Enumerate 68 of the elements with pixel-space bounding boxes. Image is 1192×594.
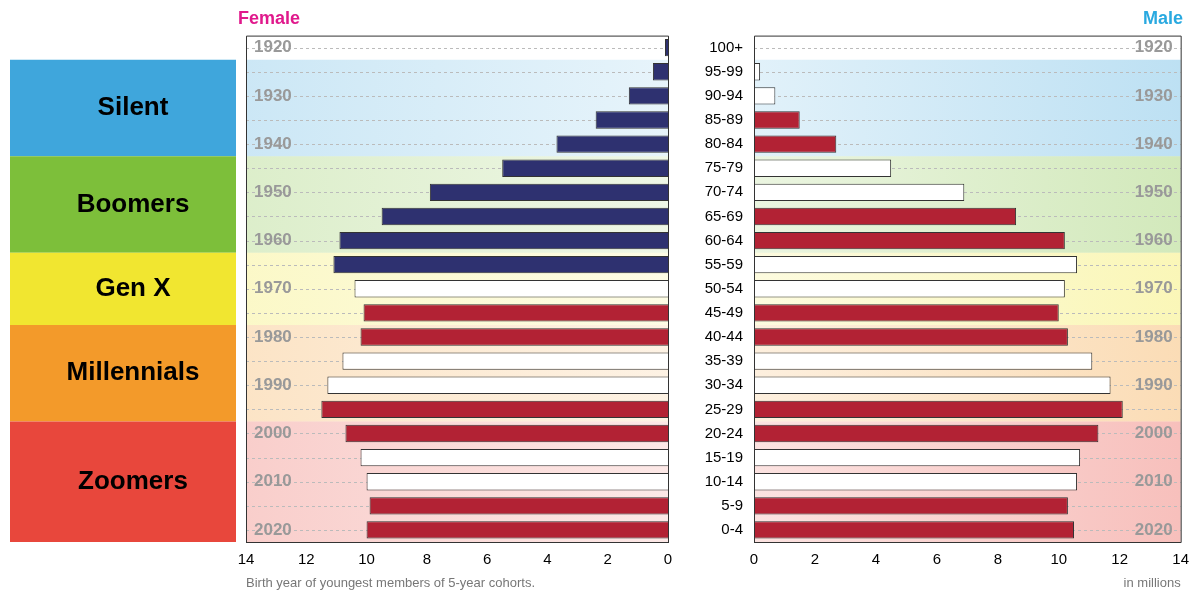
annotation: 1970 <box>1134 278 1173 298</box>
chart-title: Female <box>238 7 301 28</box>
x-tick-label: 6 <box>482 550 492 568</box>
annotation: 1980 <box>1134 326 1173 346</box>
annotation: 1940 <box>254 133 292 153</box>
band-label: Gen X <box>95 271 172 302</box>
annotation: 1920 <box>254 37 292 57</box>
y-tick-label: 100+ <box>709 37 744 55</box>
band-label: Silent <box>97 91 169 122</box>
x-tick-label: 14 <box>1172 550 1189 568</box>
y-tick-label: 70-74 <box>704 182 743 200</box>
y-tick-label: 35-39 <box>704 351 743 369</box>
x-tick-label: 0 <box>749 550 759 568</box>
x-tick-label: 12 <box>1111 550 1129 568</box>
x-tick-label: 10 <box>358 550 375 568</box>
y-tick-label: 10-14 <box>704 471 743 489</box>
annotation: 2010 <box>1134 471 1173 491</box>
x-axis-title: Birth year of youngest members of 5-year cohorts. <box>246 575 536 591</box>
annotation: 1960 <box>254 230 292 250</box>
band-label: Boomers <box>76 187 190 218</box>
annotation: 1990 <box>254 374 292 394</box>
annotation: 1960 <box>1134 230 1173 250</box>
annotation: 1970 <box>254 278 292 298</box>
band-label: Millennials <box>66 356 200 387</box>
annotation: 1940 <box>1134 133 1173 153</box>
y-tick-label: 45-49 <box>704 303 743 321</box>
y-tick-label: 80-84 <box>704 134 743 152</box>
x-tick-label: 12 <box>297 550 315 568</box>
y-tick-label: 75-79 <box>704 158 743 176</box>
x-tick-label: 2 <box>603 550 612 568</box>
y-tick-label: 20-24 <box>704 423 743 441</box>
x-tick-label: 2 <box>810 550 820 568</box>
y-tick-label: 0-4 <box>721 520 743 538</box>
annotation: 1920 <box>1134 37 1173 57</box>
x-tick-label: 14 <box>237 550 255 568</box>
annotation: 2000 <box>254 423 292 443</box>
chart-title: Male <box>1142 7 1183 28</box>
annotation: 1980 <box>254 326 292 346</box>
annotation: 1930 <box>1134 85 1173 105</box>
y-tick-label: 30-34 <box>704 375 743 393</box>
annotation: 2020 <box>254 519 292 539</box>
annotation: 1950 <box>254 182 292 202</box>
x-tick-label: 6 <box>932 550 942 568</box>
band-label: Zoomers <box>78 464 188 495</box>
y-tick-label: 50-54 <box>704 278 743 296</box>
x-tick-label: 8 <box>422 550 432 568</box>
x-tick-label: 10 <box>1050 550 1068 568</box>
x-tick-label: 4 <box>871 550 881 568</box>
annotation: 2020 <box>1134 519 1173 539</box>
y-tick-label: 15-19 <box>704 447 743 465</box>
y-tick-label: 90-94 <box>704 86 743 104</box>
y-tick-label: 40-44 <box>704 327 743 345</box>
x-tick-label: 4 <box>543 550 552 568</box>
x-tick-label: 0 <box>663 550 673 568</box>
y-tick-label: 65-69 <box>704 206 743 224</box>
y-tick-label: 95-99 <box>704 61 743 79</box>
y-tick-label: 85-89 <box>704 110 743 128</box>
annotation: 2000 <box>1134 423 1173 443</box>
annotation: 1990 <box>1134 374 1173 394</box>
y-tick-label: 55-59 <box>704 254 743 272</box>
annotation: 1930 <box>254 85 292 105</box>
y-tick-label: 5-9 <box>721 495 743 513</box>
y-tick-label: 60-64 <box>704 230 743 248</box>
annotation: 2010 <box>254 471 292 491</box>
x-tick-label: 8 <box>993 550 1002 568</box>
y-tick-label: 25-29 <box>704 399 743 417</box>
annotation: 1950 <box>1134 182 1173 202</box>
x-axis-title: in millions <box>1123 575 1182 591</box>
